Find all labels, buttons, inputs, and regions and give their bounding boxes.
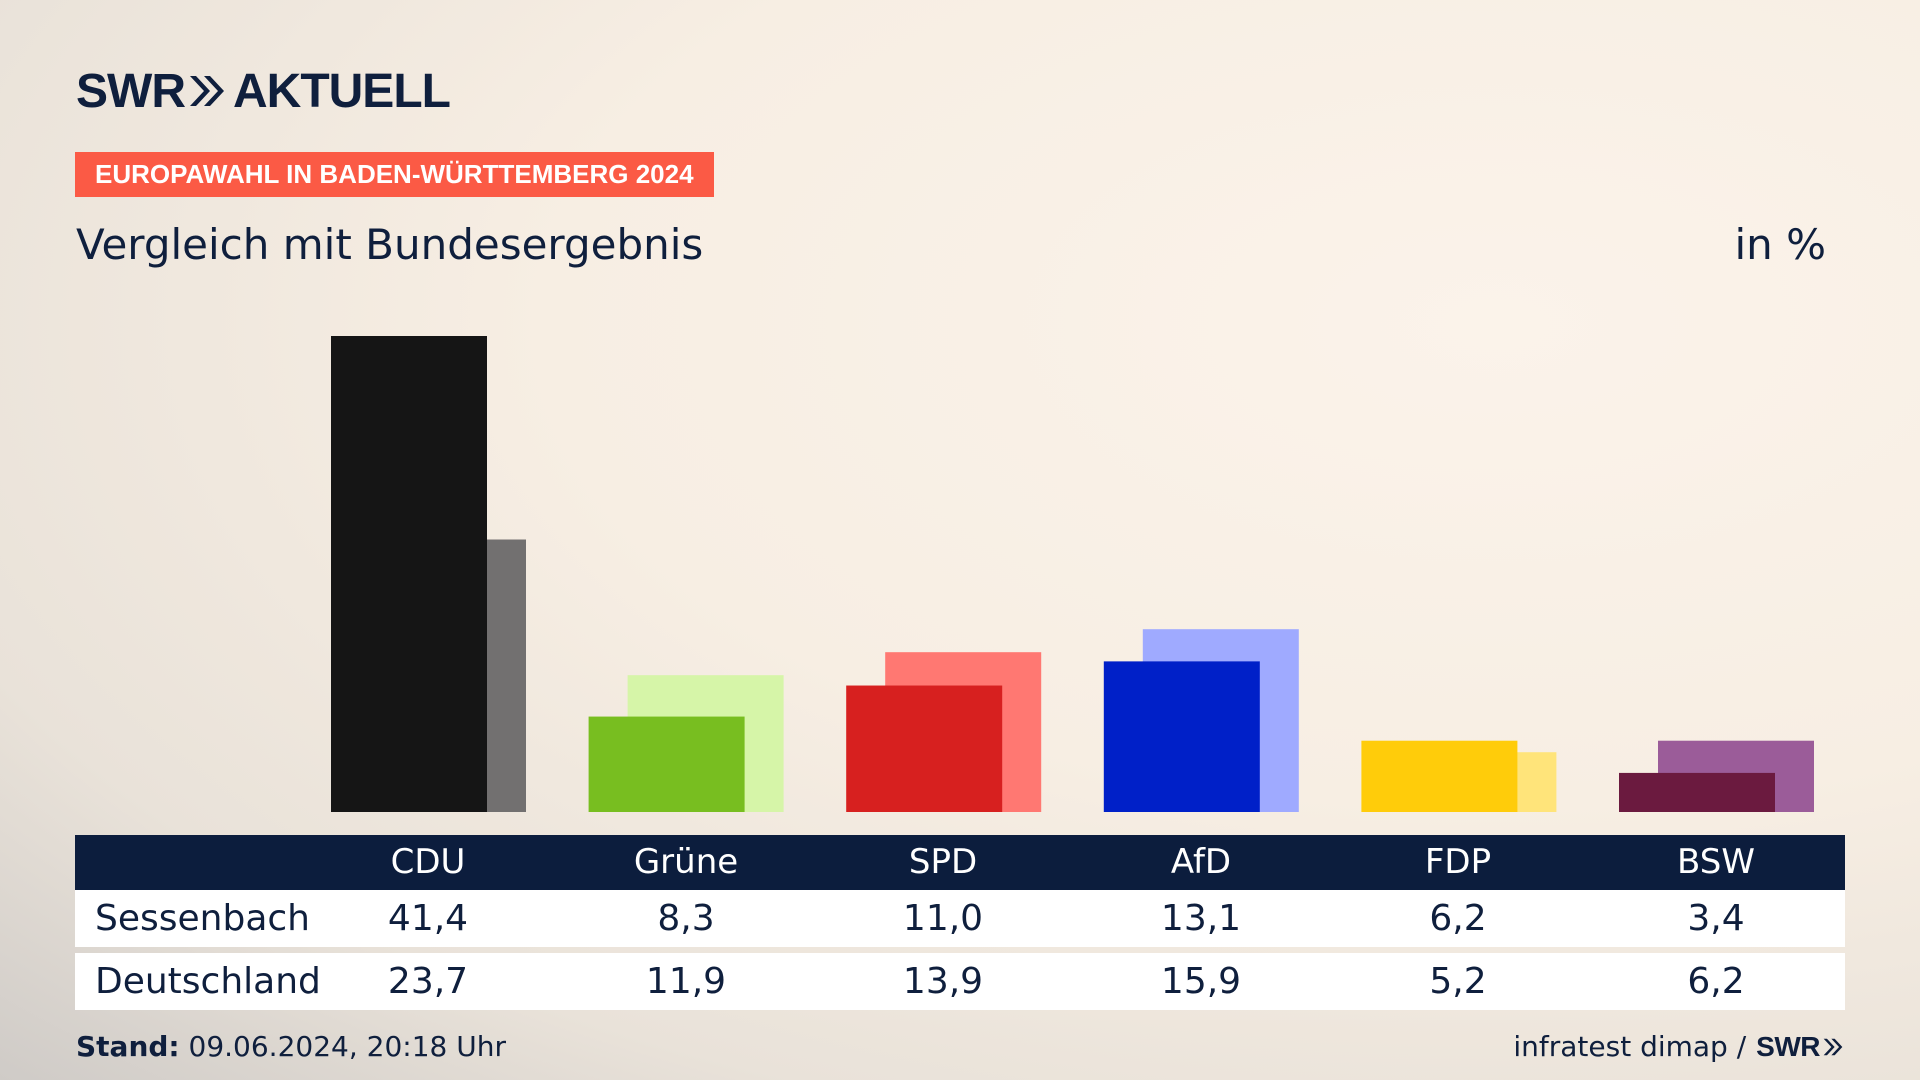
swr-small-logo: SWR (1756, 1031, 1844, 1063)
table-cell: 11,9 (645, 961, 727, 1002)
column-header: AfD (1170, 842, 1232, 882)
column-header: SPD (908, 842, 978, 882)
table-cell: 13,9 (902, 961, 984, 1002)
table-cell: 41,4 (387, 898, 469, 939)
row-label: Deutschland (95, 961, 321, 1002)
table-row: Sessenbach 41,4 8,3 11,0 13,1 6,2 3,4 (75, 890, 1845, 947)
stand-value: 09.06.2024, 20:18 Uhr (179, 1030, 506, 1063)
swr-aktuell-logo: SWR AKTUELL (76, 64, 451, 118)
timestamp: Stand: 09.06.2024, 20:18 Uhr (76, 1030, 506, 1063)
bar-chart (331, 336, 1814, 812)
table-cell: 3,4 (1687, 898, 1745, 939)
bar-sessenbach-bsw (1619, 772, 1775, 812)
source-credit: infratest dimap / SWR (1513, 1030, 1844, 1063)
bar-sessenbach-grüne (588, 716, 745, 812)
bar-sessenbach-fdp (1361, 740, 1518, 812)
stand-label: Stand: (76, 1030, 180, 1063)
table-cell: 6,2 (1429, 898, 1487, 939)
column-header: BSW (1677, 842, 1755, 882)
table-cell: 15,9 (1160, 961, 1242, 1002)
kicker-banner: EUROPAWAHL IN BADEN-WÜRTTEMBERG 2024 (75, 152, 714, 197)
swr-small-text: SWR (1756, 1030, 1820, 1062)
double-chevron-icon (189, 76, 224, 106)
table-cell: 23,7 (387, 961, 469, 1002)
table-cell: 8,3 (657, 898, 715, 939)
table-row: Deutschland 23,7 11,9 13,9 15,9 5,2 6,2 (75, 953, 1845, 1010)
column-header: CDU (390, 842, 466, 882)
table-cell: 6,2 (1687, 961, 1745, 1002)
double-chevron-small-icon (1823, 1038, 1843, 1055)
bar-sessenbach-cdu (331, 336, 487, 812)
brand-swr: SWR (76, 64, 186, 118)
unit-label: in % (1734, 220, 1826, 269)
table-cell: 11,0 (902, 898, 984, 939)
brand-aktuell: AKTUELL (232, 64, 451, 118)
results-table: CDU Grüne SPD AfD FDP BSW Sessenbach 41,4 8,3 11… (75, 835, 1845, 1010)
table-header: CDU Grüne SPD AfD FDP BSW (75, 835, 1845, 890)
table-cell: 5,2 (1429, 961, 1487, 1002)
row-label: Sessenbach (95, 898, 310, 939)
column-header: Grüne (633, 842, 739, 882)
chart-subtitle: Vergleich mit Bundesergebnis (76, 220, 704, 269)
bar-sessenbach-spd (846, 685, 1003, 812)
source-text: infratest dimap / (1513, 1030, 1747, 1063)
column-header: FDP (1424, 842, 1492, 882)
bar-sessenbach-afd (1103, 661, 1260, 812)
table-cell: 13,1 (1160, 898, 1242, 939)
